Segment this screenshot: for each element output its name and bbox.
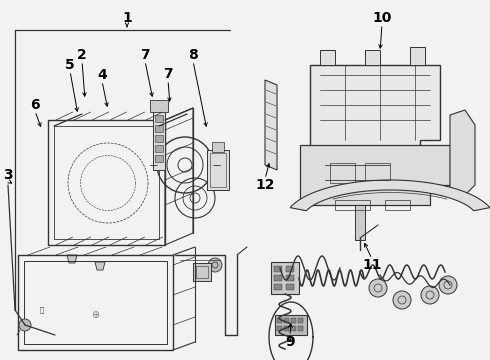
- Polygon shape: [450, 110, 475, 195]
- Bar: [291, 318, 296, 323]
- Polygon shape: [310, 65, 440, 155]
- Text: 9: 9: [285, 335, 295, 349]
- Bar: [335, 200, 370, 210]
- Circle shape: [421, 286, 439, 304]
- Bar: [274, 275, 282, 281]
- Circle shape: [369, 279, 387, 297]
- Bar: [155, 135, 163, 142]
- Text: 1: 1: [122, 11, 132, 25]
- Polygon shape: [355, 205, 365, 240]
- Bar: [330, 163, 355, 183]
- Bar: [18, 255, 173, 350]
- Text: 2: 2: [77, 48, 87, 62]
- Text: 12: 12: [255, 178, 275, 192]
- Bar: [385, 200, 410, 210]
- Text: 5: 5: [65, 58, 75, 72]
- Bar: [54, 126, 159, 239]
- Bar: [298, 318, 303, 323]
- Bar: [298, 326, 303, 331]
- Text: 3: 3: [3, 168, 13, 182]
- Polygon shape: [67, 255, 77, 263]
- Bar: [196, 266, 208, 278]
- Bar: [155, 145, 163, 152]
- Polygon shape: [275, 315, 307, 335]
- Circle shape: [439, 276, 457, 294]
- Circle shape: [393, 291, 411, 309]
- Polygon shape: [290, 180, 490, 211]
- Bar: [210, 153, 226, 187]
- Text: 6: 6: [30, 98, 40, 112]
- Bar: [212, 142, 224, 152]
- Text: 7: 7: [140, 48, 150, 62]
- Bar: [153, 110, 165, 170]
- Polygon shape: [410, 47, 425, 65]
- Text: 4: 4: [97, 68, 107, 82]
- Text: ⊕: ⊕: [91, 310, 99, 320]
- Text: 11: 11: [362, 258, 382, 272]
- Bar: [274, 266, 282, 272]
- Bar: [155, 125, 163, 132]
- Bar: [155, 155, 163, 162]
- Bar: [150, 100, 168, 112]
- Text: 🔆: 🔆: [40, 307, 44, 313]
- Bar: [286, 275, 294, 281]
- Polygon shape: [271, 262, 299, 294]
- Polygon shape: [365, 50, 380, 65]
- Bar: [286, 266, 294, 272]
- Polygon shape: [95, 262, 105, 270]
- Text: 8: 8: [188, 48, 198, 62]
- Bar: [365, 163, 390, 183]
- Bar: [284, 326, 289, 331]
- Bar: [286, 284, 294, 290]
- Bar: [277, 326, 282, 331]
- Bar: [193, 263, 211, 281]
- Bar: [284, 318, 289, 323]
- Text: 7: 7: [163, 67, 173, 81]
- Polygon shape: [265, 80, 277, 170]
- Bar: [24, 261, 167, 344]
- Bar: [207, 150, 229, 190]
- Bar: [274, 284, 282, 290]
- Circle shape: [208, 258, 222, 272]
- Polygon shape: [300, 145, 450, 205]
- Text: 10: 10: [372, 11, 392, 25]
- Polygon shape: [320, 50, 335, 65]
- Bar: [291, 326, 296, 331]
- Bar: [277, 318, 282, 323]
- Circle shape: [19, 319, 31, 331]
- Bar: [48, 120, 165, 245]
- Bar: [155, 115, 163, 122]
